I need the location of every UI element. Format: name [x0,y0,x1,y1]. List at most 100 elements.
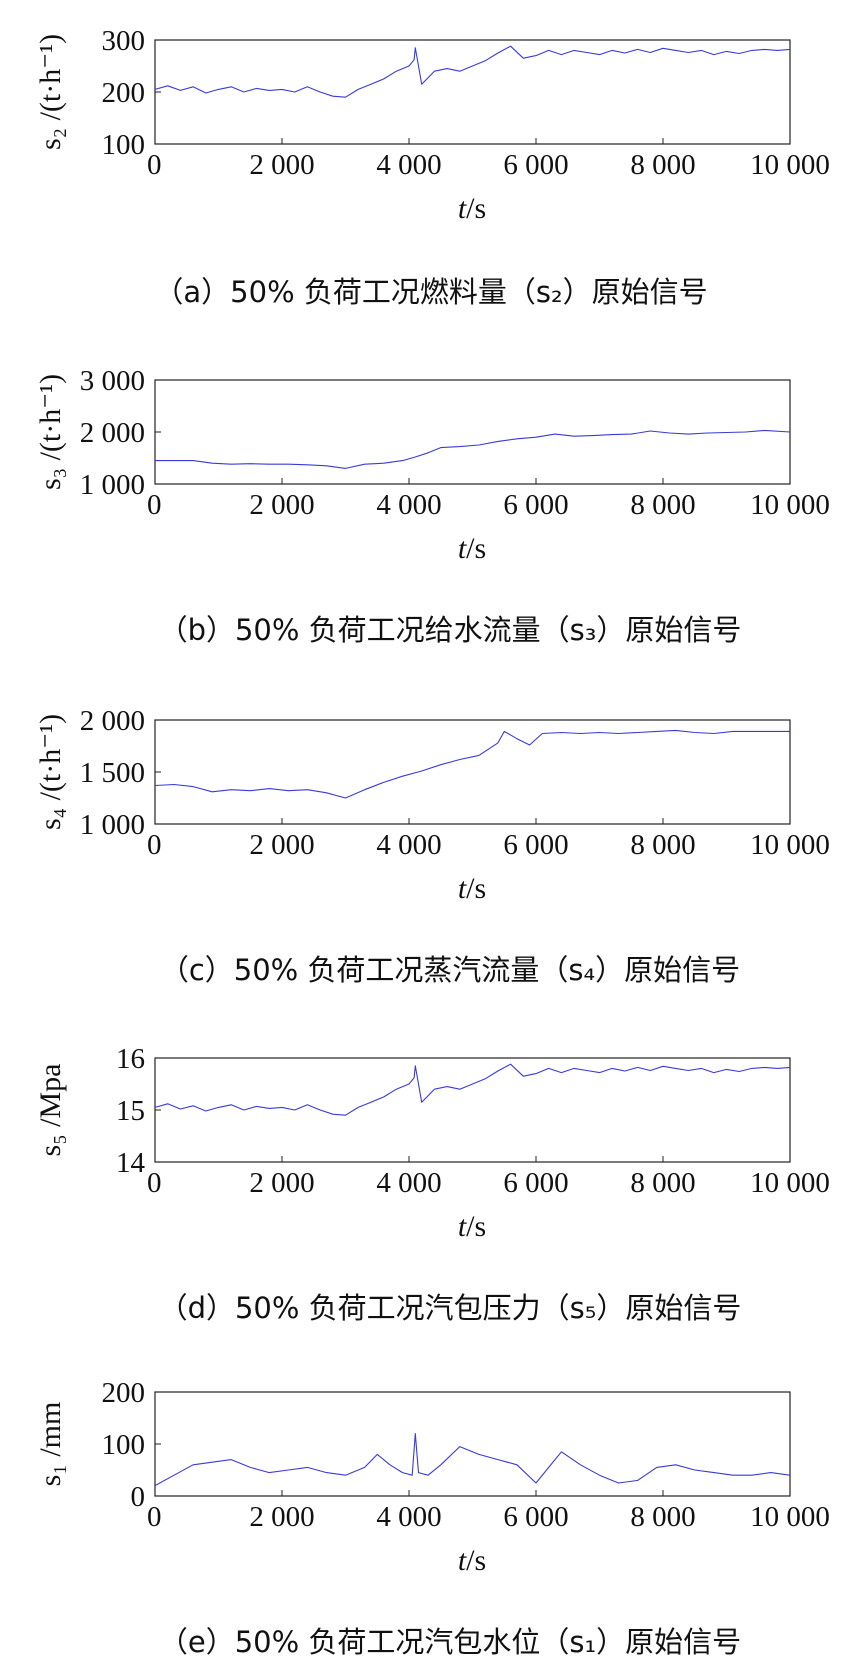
y-tick-label-a-1: 200 [102,77,146,109]
x-tick-label-d-1: 2 000 [249,1167,314,1199]
x-tick-label-a-1: 2 000 [249,149,314,181]
x-tick-label-e-5: 10 000 [750,1501,830,1533]
x-tick-label-a-3: 6 000 [503,149,568,181]
x-axis-label-c: t/s [458,872,486,905]
x-axis-label-b: t/s [458,532,486,565]
x-tick-label-e-3: 6 000 [503,1501,568,1533]
y-tick-label-e-2: 200 [102,1377,146,1409]
x-axis-label-a: t/s [458,192,486,225]
plot-frame-e [154,1391,791,1497]
x-tick-label-d-2: 4 000 [376,1167,441,1199]
y-tick-label-b-2: 3 000 [80,365,145,397]
y-axis-label-e: s₁ /mm [34,1402,67,1487]
series-layer-e [154,1433,791,1487]
y-tick-label-c-2: 2 000 [80,705,145,737]
y-tick-label-b-0: 1 000 [80,469,145,501]
x-tick-label-b-0: 0 [147,489,162,521]
x-tick-label-c-4: 8 000 [630,829,695,861]
y-axis-label-a: s₂ /(t·h⁻¹) [34,34,67,150]
x-axis-label-a-s: /s [466,192,486,225]
x-ticks-a: 0 2 000 4 000 6 000 8 000 10 000 [147,138,830,181]
x-axis-label-c-s: /s [466,872,486,905]
panel-a: 0 2 000 4 000 6 000 8 000 10 000 100 200 300 t/… [34,25,830,309]
caption-c: （c）50% 负荷工况蒸汽流量（s₄）原始信号 [160,953,740,987]
series-line-d [154,1063,791,1116]
x-tick-label-e-4: 8 000 [630,1501,695,1533]
series-line-a [154,45,791,98]
x-ticks-d: 0 2 000 4 000 6 000 8 000 10 000 [147,1156,830,1199]
y-tick-label-c-0: 1 000 [80,809,145,841]
x-tick-label-a-5: 10 000 [750,149,830,181]
x-tick-label-e-1: 2 000 [249,1501,314,1533]
caption-b: （b）50% 负荷工况给水流量（s₃）原始信号 [159,613,742,647]
caption-d: （d）50% 负荷工况汽包压力（s₅）原始信号 [159,1291,742,1325]
y-tick-label-a-2: 300 [102,25,146,57]
x-tick-label-e-2: 4 000 [376,1501,441,1533]
y-ticks-d: 14 15 16 [116,1043,161,1179]
plot-frame-c [154,719,791,825]
x-tick-label-a-2: 4 000 [376,149,441,181]
x-axis-label-e-s: /s [466,1544,486,1577]
x-tick-label-d-5: 10 000 [750,1167,830,1199]
x-axis-label-d-s: /s [466,1210,486,1243]
x-axis-label-b-t: t [458,532,467,565]
x-ticks-c: 0 2 000 4 000 6 000 8 000 10 000 [147,818,830,861]
plot-frame-b [154,379,791,485]
y-tick-label-d-0: 14 [116,1147,146,1179]
x-ticks-b: 0 2 000 4 000 6 000 8 000 10 000 [147,478,830,521]
y-tick-label-e-0: 0 [131,1481,146,1513]
x-tick-label-e-0: 0 [147,1501,162,1533]
y-ticks-a: 100 200 300 [102,25,161,161]
x-tick-label-c-3: 6 000 [503,829,568,861]
y-tick-label-c-1: 1 500 [80,757,145,789]
caption-a: （a）50% 负荷工况燃料量（s₂）原始信号 [154,275,707,309]
x-tick-label-c-5: 10 000 [750,829,830,861]
x-tick-label-b-1: 2 000 [249,489,314,521]
x-axis-label-e: t/s [458,1544,486,1577]
panel-b: 0 2 000 4 000 6 000 8 000 10 000 1 000 2 000 3 … [34,365,830,647]
x-axis-label-c-t: t [458,872,467,905]
series-layer-a [154,45,791,98]
x-axis-label-d: t/s [458,1210,486,1243]
y-tick-label-d-2: 16 [116,1043,145,1075]
y-tick-label-e-1: 100 [102,1429,146,1461]
x-tick-label-c-2: 4 000 [376,829,441,861]
x-axis-label-b-s: /s [466,532,486,565]
panel-d: 0 2 000 4 000 6 000 8 000 10 000 14 15 16 t/s s… [34,1043,830,1325]
series-layer-c [154,729,790,799]
plot-frame-d [154,1057,791,1163]
series-line-c [154,729,790,799]
plot-frame-a [154,39,791,145]
x-tick-label-b-3: 6 000 [503,489,568,521]
x-tick-label-c-1: 2 000 [249,829,314,861]
x-tick-label-a-4: 8 000 [630,149,695,181]
y-axis-label-d: s₅ /Mpa [34,1064,67,1157]
x-axis-label-a-t: t [458,192,467,225]
x-tick-label-a-0: 0 [147,149,162,181]
y-tick-label-b-1: 2 000 [80,417,145,449]
y-axis-label-c: s₄ /(t·h⁻¹) [34,714,67,830]
caption-e: （e）50% 负荷工况汽包水位（s₁）原始信号 [159,1625,741,1659]
x-axis-label-d-t: t [458,1210,467,1243]
series-line-e [154,1433,791,1487]
x-axis-label-e-t: t [458,1544,467,1577]
y-ticks-e: 0 100 200 [102,1377,161,1513]
series-layer-b [155,429,791,469]
x-tick-label-b-2: 4 000 [376,489,441,521]
y-ticks-c: 1 000 1 500 2 000 [80,705,161,841]
y-ticks-b: 1 000 2 000 3 000 [80,365,161,501]
x-tick-label-b-5: 10 000 [750,489,830,521]
y-tick-label-a-0: 100 [102,129,146,161]
y-axis-label-b: s₃ /(t·h⁻¹) [34,374,67,490]
x-tick-label-d-4: 8 000 [630,1167,695,1199]
series-line-b [155,429,791,469]
x-tick-label-d-0: 0 [147,1167,162,1199]
x-tick-label-c-0: 0 [147,829,162,861]
x-tick-label-d-3: 6 000 [503,1167,568,1199]
y-tick-label-d-1: 15 [116,1095,145,1127]
panel-c: 0 2 000 4 000 6 000 8 000 10 000 1 000 1 500 2 … [34,705,830,987]
series-layer-d [154,1063,791,1116]
x-ticks-e: 0 2 000 4 000 6 000 8 000 10 000 [147,1490,830,1533]
